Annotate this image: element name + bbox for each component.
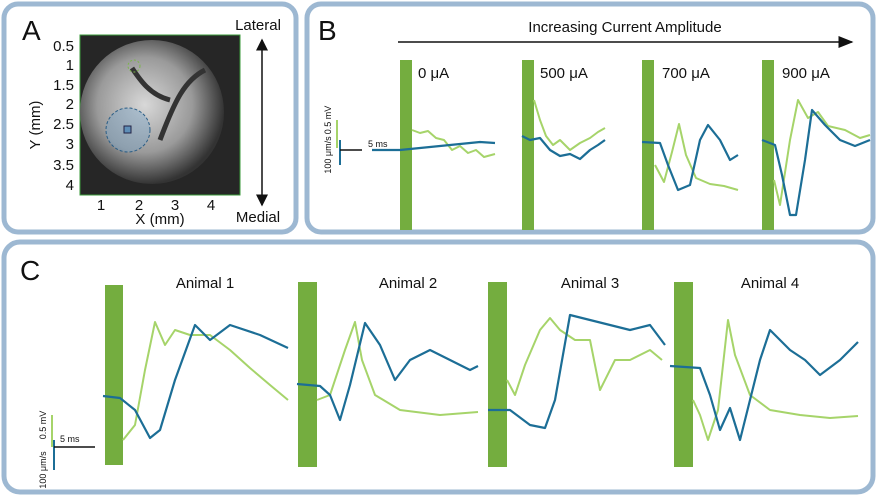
medial-label: Medial [236,209,280,226]
velocity-trace [642,125,738,190]
figure: A 0.5 1 1.5 2 2.5 3 3.5 4 1 2 3 4 X (mm)… [0,0,878,496]
scale-label: 0.5 mV [38,411,48,440]
stim-bar [674,282,693,467]
y-axis-label: Y (mm) [27,101,44,150]
voltage-trace [774,100,870,205]
panel-frame [307,4,873,232]
stim-bar [522,60,534,230]
lateral-label: Lateral [235,17,281,34]
stim-bar [105,285,123,465]
y-tick-label: 1.5 [53,77,74,94]
velocity-trace [297,323,478,420]
panel-a: A 0.5 1 1.5 2 2.5 3 3.5 4 1 2 3 4 X (mm)… [4,4,296,232]
voltage-trace [507,318,662,395]
panel-c: C Animal 1 Animal 2 Animal 3 Animal 4 5 … [4,242,873,492]
x-tick-label: 1 [97,197,105,214]
x-axis-label: X (mm) [135,211,184,228]
stim-bar [298,282,317,467]
stim-bar [488,282,507,467]
panel-label: C [20,255,40,286]
y-tick-label: 1 [66,57,74,74]
condition-label: 700 μA [662,65,710,82]
velocity-trace [372,142,495,150]
scale-label: 5 ms [60,434,80,444]
y-tick-label: 0.5 [53,38,74,55]
animal-label: Animal 3 [561,275,619,292]
y-tick-label: 3.5 [53,157,74,174]
velocity-trace [488,315,665,428]
stim-bar [400,60,412,230]
voltage-trace [412,130,495,157]
y-tick-label: 2 [66,96,74,113]
panel-b: B Increasing Current Amplitude 0 μA 500 … [307,4,873,232]
y-tick-label: 3 [66,136,74,153]
panel-label: A [22,15,41,46]
voltage-trace [317,322,478,415]
condition-label: 900 μA [782,65,830,82]
velocity-trace [103,325,288,438]
cranial-window [80,40,224,184]
condition-label: 0 μA [418,65,449,82]
stim-bar [642,60,654,230]
velocity-trace [522,136,605,159]
scale-label: 0.5 mV [323,106,333,135]
scale-label: 100 μm/s [323,136,333,174]
panel-label: B [318,15,337,46]
x-tick-label: 4 [207,197,215,214]
scale-label: 100 μm/s [38,451,48,489]
animal-label: Animal 2 [379,275,437,292]
y-tick-label: 2.5 [53,116,74,133]
electrode [124,126,131,133]
y-tick-label: 4 [66,177,74,194]
animal-label: Animal 4 [741,275,799,292]
voltage-trace [123,322,288,440]
scale-label: 5 ms [368,139,388,149]
animal-label: Animal 1 [176,275,234,292]
panel-title: Increasing Current Amplitude [528,19,721,36]
velocity-trace [670,330,858,440]
condition-label: 500 μA [540,65,588,82]
